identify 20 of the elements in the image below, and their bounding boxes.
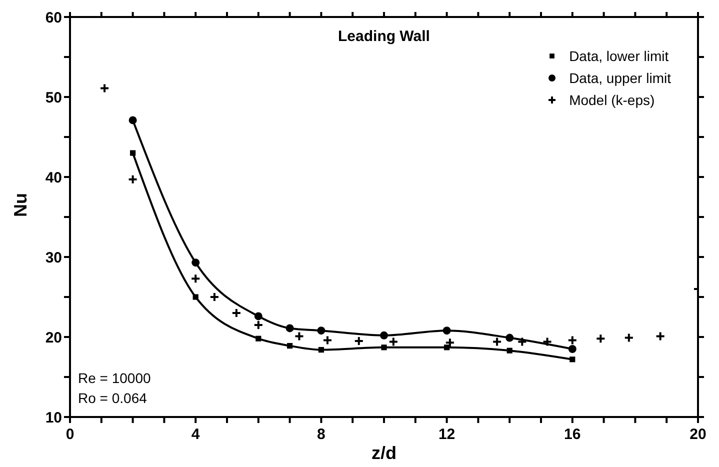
x-tick-label: 4 [191, 426, 200, 443]
x-tick-label: 0 [66, 426, 74, 443]
x-axis-title: z/d [372, 443, 396, 463]
y-tick-label: 10 [45, 409, 62, 426]
legend-label: Model (k-eps) [569, 92, 655, 108]
legend-label: Data, upper limit [569, 70, 671, 86]
y-tick-label: 50 [45, 89, 62, 106]
y-tick-label: 20 [45, 329, 62, 346]
x-tick-label: 20 [690, 426, 706, 443]
x-tick-label: 16 [564, 426, 581, 443]
x-tick-label: 12 [438, 426, 456, 443]
y-tick-label: 40 [45, 169, 62, 186]
annotation: Ro = 0.064 [78, 389, 148, 408]
y-tick-label: 60 [45, 9, 62, 26]
annotation: Re = 10000 [78, 369, 151, 388]
y-tick-label: 30 [45, 249, 62, 266]
y-axis-title: Nu [10, 193, 30, 217]
x-tick-label: 8 [317, 426, 326, 443]
text: Leading Wall [337, 28, 431, 45]
legend-label: Data, lower limit [569, 48, 669, 64]
